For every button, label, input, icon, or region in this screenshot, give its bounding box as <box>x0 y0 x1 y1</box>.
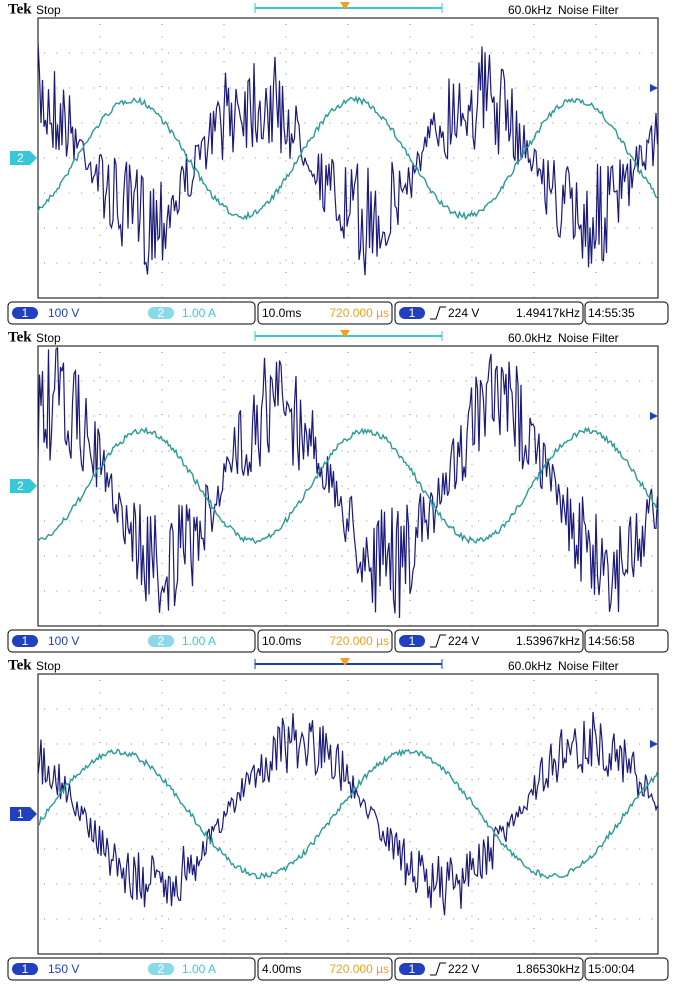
readout-box <box>8 958 255 980</box>
readout-box <box>8 630 255 652</box>
timebase: 4.00ms <box>262 962 301 976</box>
ground-marker: 2 <box>17 151 24 165</box>
trigger-level: 224 V <box>448 306 479 320</box>
ch2-scale: 1.00 A <box>182 634 216 648</box>
acq-mode: Noise Filter <box>558 659 619 673</box>
ground-marker: 1 <box>17 807 24 821</box>
ch2-label: 2 <box>158 634 165 648</box>
trigger-frequency: 1.53967kHz <box>516 634 580 648</box>
ch1-label: 1 <box>22 634 29 648</box>
horizontal-position: 720.000 µs <box>329 634 389 648</box>
oscilloscope-captures: Tek Stop 60.0kHz Noise Filter 2 1 100 V 2 1.00 A… <box>0 0 676 985</box>
ch1-label: 1 <box>22 962 29 976</box>
horizontal-position: 720.000 µs <box>329 962 389 976</box>
acq-state: Stop <box>36 3 61 17</box>
acq-mode: Noise Filter <box>558 331 619 345</box>
brand: Tek <box>8 657 32 673</box>
acq-state: Stop <box>36 659 61 673</box>
scope-panel: Tek Stop 60.0kHz Noise Filter 1 1 150 V 2 1.00 A… <box>8 657 668 980</box>
trigger-channel: 1 <box>409 962 416 976</box>
acq-mode: Noise Filter <box>558 3 619 17</box>
trigger-frequency: 1.49417kHz <box>516 306 580 320</box>
trigger-channel: 1 <box>409 634 416 648</box>
scope-panel: Tek Stop 60.0kHz Noise Filter 2 1 100 V 2 1.00 A… <box>8 1 668 324</box>
brand: Tek <box>8 1 32 17</box>
ch2-scale: 1.00 A <box>182 306 216 320</box>
capture-time: 14:56:58 <box>588 634 635 648</box>
ch2-label: 2 <box>158 962 165 976</box>
sample-rate: 60.0kHz <box>508 659 552 673</box>
ch2-label: 2 <box>158 306 165 320</box>
sample-rate: 60.0kHz <box>508 331 552 345</box>
acq-state: Stop <box>36 331 61 345</box>
brand: Tek <box>8 329 32 345</box>
trigger-channel: 1 <box>409 306 416 320</box>
ch2-scale: 1.00 A <box>182 962 216 976</box>
sample-rate: 60.0kHz <box>508 3 552 17</box>
ch1-scale: 100 V <box>48 306 79 320</box>
ch1-label: 1 <box>22 306 29 320</box>
ch1-scale: 150 V <box>48 962 79 976</box>
timebase: 10.0ms <box>262 306 301 320</box>
ground-marker: 2 <box>17 479 24 493</box>
trigger-level: 222 V <box>448 962 479 976</box>
ch1-scale: 100 V <box>48 634 79 648</box>
timebase: 10.0ms <box>262 634 301 648</box>
horizontal-position: 720.000 µs <box>329 306 389 320</box>
readout-box <box>8 302 255 324</box>
trigger-frequency: 1.86530kHz <box>516 962 580 976</box>
capture-time: 15:00:04 <box>588 962 635 976</box>
capture-time: 14:55:35 <box>588 306 635 320</box>
scope-panel: Tek Stop 60.0kHz Noise Filter 2 1 100 V 2 1.00 A… <box>8 329 668 652</box>
trigger-level: 224 V <box>448 634 479 648</box>
